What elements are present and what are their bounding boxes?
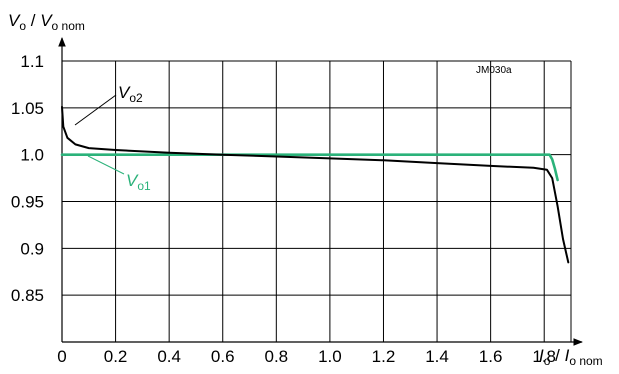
x-tick-label: 0 <box>57 347 66 366</box>
x-tick-labels: 0 0.2 0.4 0.6 0.8 1.0 1.2 1.4 1.6 1.8 <box>57 347 556 366</box>
series-vo2-leader-line <box>74 94 117 126</box>
x-axis-title-main2: I <box>565 346 570 365</box>
x-axis-title: Io / Io nom <box>539 346 603 368</box>
y-axis-title-sub2: o nom <box>52 19 85 33</box>
x-tick-label: 0.8 <box>264 347 288 366</box>
y-tick-label: 0.9 <box>20 239 44 258</box>
series-vo1-label-main: V <box>126 171 139 190</box>
x-tick-label: 0.6 <box>211 347 235 366</box>
series-vo2-label-sub: o2 <box>129 91 143 105</box>
y-tick-label: 0.85 <box>11 286 44 305</box>
series-vo2-label-main: V <box>118 83 131 102</box>
y-axis-title-sep: / <box>26 11 40 30</box>
x-tick-label: 1.2 <box>372 347 396 366</box>
x-axis-title-sub1: o <box>544 354 551 368</box>
series-vo2-label: Vo2 <box>118 83 143 105</box>
y-axis-title-main2: V <box>40 11 53 30</box>
y-tick-labels: 0.85 0.9 0.95 1.0 1.05 1.1 <box>11 52 44 305</box>
y-tick-label: 1.1 <box>20 52 44 71</box>
y-axis-title-main: V <box>8 11 21 30</box>
x-axis-title-main: I <box>539 346 544 365</box>
y-axis-title: Vo / Vo nom <box>8 11 85 33</box>
series-vo1-label: Vo1 <box>126 171 151 193</box>
x-tick-label: 1.4 <box>425 347 449 366</box>
series-vo1-leader-line <box>87 155 125 175</box>
x-tick-label: 1.8 <box>532 347 556 366</box>
series-vo1-label-sub: o1 <box>137 179 151 193</box>
y-tick-label: 1.05 <box>11 99 44 118</box>
x-tick-label: 1.0 <box>318 347 342 366</box>
x-tick-label: 0.2 <box>104 347 128 366</box>
y-axis-title-sub1: o <box>19 19 26 33</box>
reference-code: JM030a <box>476 65 512 76</box>
x-axis-title-sub2: o nom <box>569 354 602 368</box>
series-line-o2 <box>61 105 570 264</box>
y-tick-label: 0.95 <box>11 193 44 212</box>
y-tick-label: 1.0 <box>20 146 44 165</box>
series-lines <box>60 105 570 264</box>
x-axis-title-sep: / <box>550 346 564 365</box>
x-tick-label: 1.6 <box>479 347 503 366</box>
x-tick-label: 0.4 <box>157 347 181 366</box>
